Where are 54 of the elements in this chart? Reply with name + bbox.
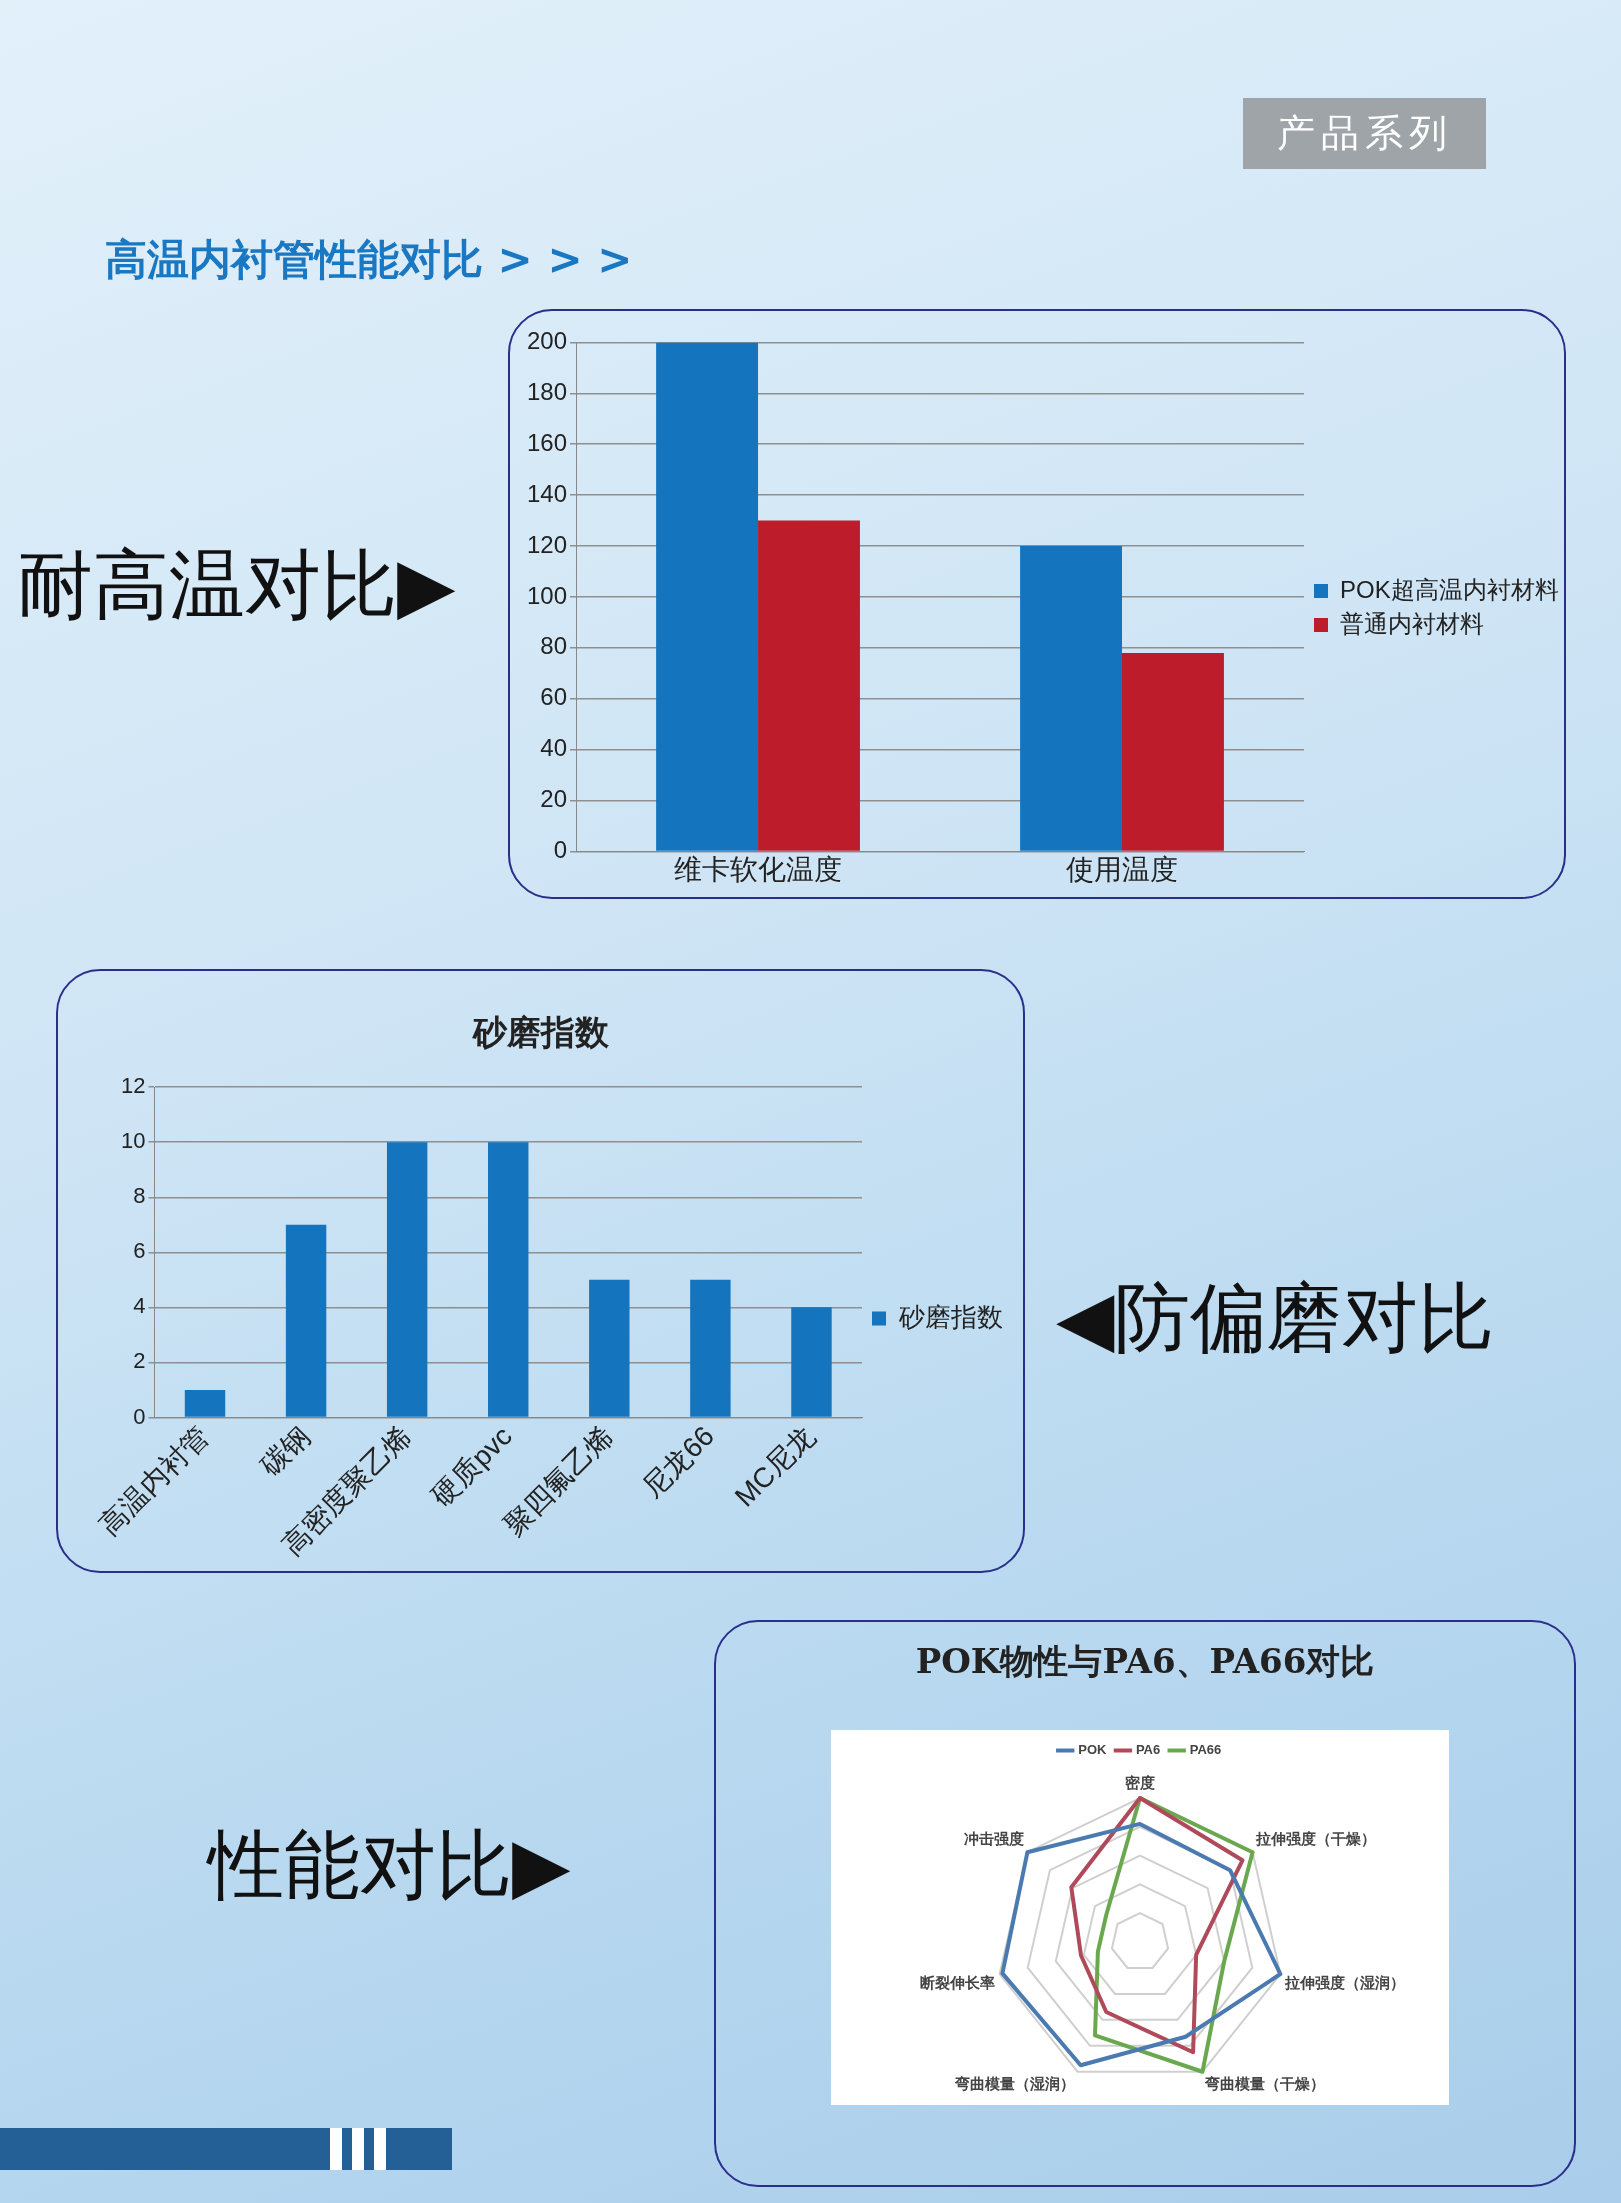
bar — [386, 1142, 428, 1417]
y-tick-label: 40 — [540, 734, 568, 762]
y-tick-label: 120 — [527, 530, 568, 558]
bar — [791, 1307, 832, 1417]
y-tick-label: 180 — [527, 377, 568, 405]
x-tick-label: 碳钢 — [253, 1420, 316, 1483]
bar — [184, 1389, 226, 1417]
legend-label: POK超高温内衬材料 — [1340, 575, 1559, 603]
spoke-label: 拉伸强度（干燥） — [1255, 1830, 1377, 1848]
text: 产品系列 — [1243, 98, 1486, 169]
bar — [656, 342, 759, 851]
bar — [690, 1279, 731, 1417]
y-tick-label: 0 — [133, 1403, 146, 1429]
y-tick-label: 20 — [540, 785, 568, 813]
x-tick-label: 尼龙66 — [636, 1420, 721, 1504]
spoke-label: 密度 — [1125, 1774, 1155, 1792]
bar — [1020, 546, 1123, 851]
spoke-label: 拉伸强度（湿润） — [1284, 1974, 1406, 1992]
legend-label: POK — [1078, 1742, 1108, 1758]
y-tick-label: 60 — [540, 683, 568, 711]
legend-label: PA6 — [1135, 1742, 1161, 1758]
spoke-label: 冲击强度 — [963, 1830, 1024, 1848]
text: ◀防偏磨对比 — [1056, 1272, 1495, 1364]
bar — [589, 1279, 630, 1417]
x-tick-label: 维卡软化温度 — [674, 853, 843, 885]
y-tick-label: 12 — [120, 1073, 146, 1099]
y-tick-label: 80 — [540, 632, 568, 660]
legend-label: 普通内衬材料 — [1340, 609, 1484, 637]
spoke-label: 弯曲模量（干燥） — [1203, 2075, 1325, 2093]
y-tick-label: 8 — [133, 1183, 146, 1209]
y-tick-label: 160 — [527, 428, 568, 456]
y-tick-label: 100 — [527, 581, 568, 609]
y-tick-label: 6 — [133, 1238, 146, 1264]
x-tick-label: 使用温度 — [1066, 853, 1179, 885]
bar — [285, 1224, 327, 1417]
bar — [758, 520, 860, 851]
spoke-label: 弯曲模量（湿润） — [954, 2075, 1076, 2093]
text: 高温内衬管性能对比 > > > — [105, 234, 633, 286]
bar — [488, 1142, 529, 1417]
chart-title: 砂磨指数 — [471, 1011, 610, 1054]
legend-label: PA66 — [1189, 1742, 1222, 1758]
y-tick-label: 2 — [133, 1348, 146, 1374]
text: 性能对比▶ — [208, 1819, 571, 1911]
chart-title: POK物性与PA6、PA66对比 — [914, 1640, 1376, 1683]
x-tick-label: MC尼龙 — [728, 1420, 822, 1513]
spoke-label: 断裂伸长率 — [919, 1974, 995, 1992]
y-tick-label: 200 — [527, 327, 568, 355]
bar — [1122, 652, 1224, 851]
y-tick-label: 4 — [133, 1293, 146, 1319]
y-tick-label: 140 — [527, 479, 568, 507]
y-tick-label: 10 — [120, 1128, 146, 1154]
legend-label: 砂磨指数 — [898, 1301, 1003, 1332]
y-tick-label: 0 — [553, 836, 568, 864]
text: 耐高温对比▶ — [17, 539, 456, 631]
